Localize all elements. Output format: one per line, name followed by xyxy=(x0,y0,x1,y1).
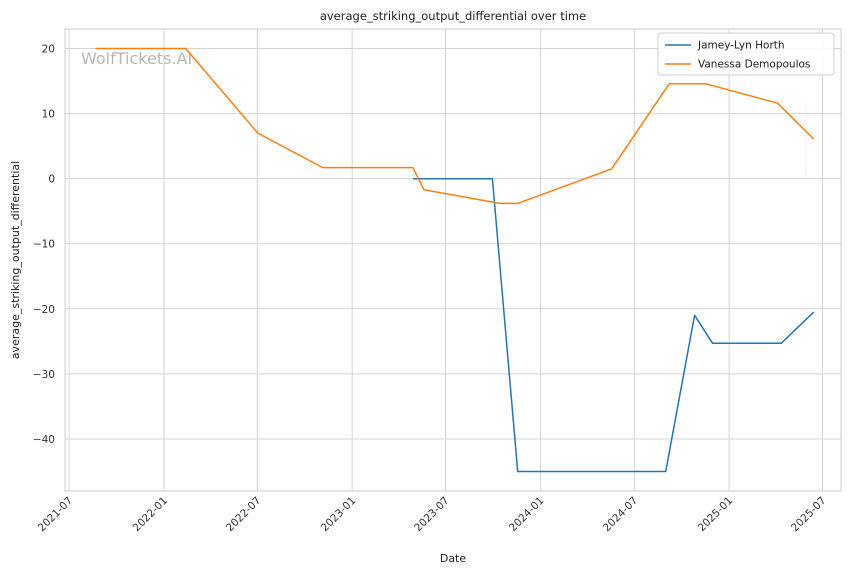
x-tick-label: 2022-01 xyxy=(131,495,171,535)
y-tick-label: −10 xyxy=(33,239,55,251)
chart-title: average_striking_output_differential ove… xyxy=(320,9,586,23)
y-tick-label: −20 xyxy=(33,304,55,316)
series-line-vanessa-demopoulos xyxy=(95,47,815,205)
y-tick-label: −30 xyxy=(33,369,55,381)
y-axis-label: average_striking_output_differential xyxy=(9,161,22,359)
watermark: WolfTickets.AI xyxy=(81,49,192,68)
x-tick-label: 2023-01 xyxy=(319,495,359,535)
legend-label-jamey-lyn-horth: Jamey-Lyn Horth xyxy=(697,40,785,52)
y-axis-ticks: 20 10 0 −10 −20 −30 −40 xyxy=(33,44,55,446)
y-tick-label: 0 xyxy=(48,174,55,186)
plot-area xyxy=(64,28,842,492)
series-line-jamey-lyn-horth xyxy=(413,177,815,473)
legend-box xyxy=(657,32,835,76)
legend: Jamey-Lyn Horth Vanessa Demopoulos xyxy=(657,32,835,76)
x-tick-label: 2021-07 xyxy=(36,495,76,535)
legend-label-vanessa-demopoulos: Vanessa Demopoulos xyxy=(698,59,810,71)
x-tick-label: 2024-01 xyxy=(507,495,547,535)
x-tick-label: 2023-07 xyxy=(412,495,452,535)
y-tick-label: 20 xyxy=(42,44,55,56)
series-lines xyxy=(95,47,815,473)
x-axis-label: Date xyxy=(440,552,467,565)
x-tick-label: 2025-01 xyxy=(696,495,736,535)
x-axis-ticks: 2021-07 2022-01 2022-07 2023-01 2023-07 2024-… xyxy=(36,495,829,535)
grid-lines xyxy=(65,29,841,491)
x-tick-label: 2022-07 xyxy=(224,495,264,535)
y-tick-label: −40 xyxy=(33,434,55,446)
x-tick-label: 2025-07 xyxy=(789,495,829,535)
x-tick-label: 2024-07 xyxy=(601,495,641,535)
y-tick-label: 10 xyxy=(42,109,55,121)
